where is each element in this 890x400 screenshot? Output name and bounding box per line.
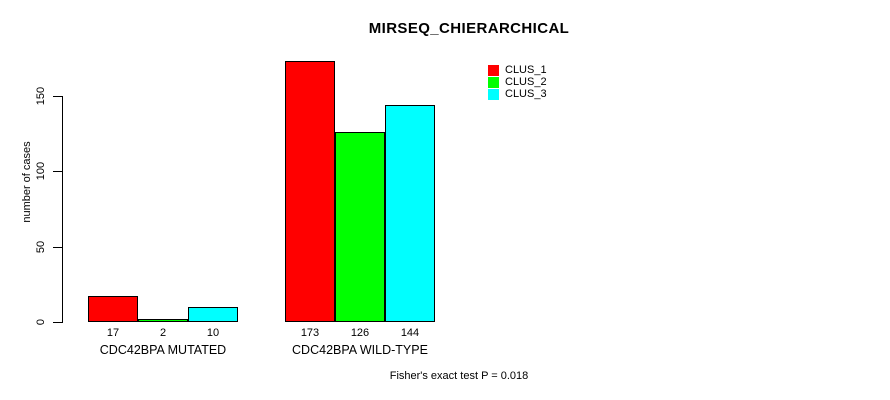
chart-title: MIRSEQ_CHIERARCHICAL <box>368 20 570 37</box>
bar-clus_1-group2 <box>285 61 335 322</box>
legend-entry: CLUS_1 <box>488 64 547 76</box>
footer-note: Fisher's exact test P = 0.018 <box>389 370 529 382</box>
bar-value-label: 2 <box>159 327 167 339</box>
legend-label-clus1: CLUS_1 <box>505 64 547 76</box>
y-axis-label: number of cases <box>21 141 33 223</box>
y-tick-label: 150 <box>35 86 47 106</box>
group-label: CDC42BPA WILD-TYPE <box>292 343 428 357</box>
bar-value-label: 173 <box>300 327 320 339</box>
legend: CLUS_1 CLUS_2 CLUS_3 <box>488 64 547 100</box>
y-tick-mark <box>53 171 62 172</box>
bar-value-label: 10 <box>206 327 220 339</box>
bar-clus_3-group2 <box>385 105 435 322</box>
bar-value-label: 144 <box>400 327 420 339</box>
y-tick-mark <box>53 96 62 97</box>
legend-label-clus3: CLUS_3 <box>505 88 547 100</box>
bar-clus_2-group1 <box>138 319 188 322</box>
bar-clus_1-group1 <box>88 296 138 322</box>
y-tick-label: 0 <box>35 318 47 326</box>
legend-label-clus2: CLUS_2 <box>505 76 547 88</box>
bar-value-label: 126 <box>350 327 370 339</box>
legend-swatch-clus1 <box>488 64 499 76</box>
legend-entry: CLUS_3 <box>488 88 547 100</box>
legend-swatch-clus2 <box>488 76 499 88</box>
group-label: CDC42BPA MUTATED <box>99 343 227 357</box>
bar-value-label: 17 <box>106 327 120 339</box>
bar-clus_3-group1 <box>188 307 238 322</box>
y-axis-line <box>62 96 63 323</box>
legend-swatch-clus3 <box>488 88 499 100</box>
y-tick-label: 100 <box>35 161 47 181</box>
legend-entry: CLUS_2 <box>488 76 547 88</box>
y-tick-mark <box>53 322 62 323</box>
y-tick-label: 50 <box>35 240 47 254</box>
y-tick-mark <box>53 247 62 248</box>
bar-clus_2-group2 <box>335 132 385 322</box>
